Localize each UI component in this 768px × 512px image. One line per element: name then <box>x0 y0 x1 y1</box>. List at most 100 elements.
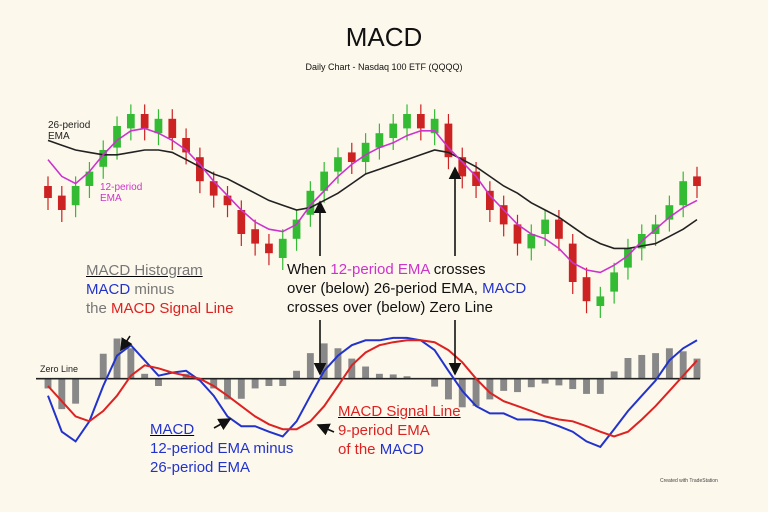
histogram-bar <box>279 378 287 386</box>
candle-body <box>265 243 273 254</box>
histogram-bar <box>431 378 439 387</box>
candle-body <box>44 186 52 198</box>
annotation-line: When 12-period EMA crosses <box>287 260 526 279</box>
annotation-text: minus <box>130 281 175 298</box>
annotation-text: 26-period EMA <box>150 459 251 476</box>
arrow <box>316 423 335 436</box>
histogram-bar <box>541 378 549 384</box>
histogram-bar <box>389 374 397 379</box>
candle-body <box>99 150 108 167</box>
candle-body <box>223 195 232 206</box>
candle-body <box>430 118 439 134</box>
annotation-line: MACD Signal Line <box>338 402 461 421</box>
candle-body <box>347 152 356 162</box>
annotation: MACD 12-period EMA minus 26-period EMA <box>150 420 293 477</box>
histogram-bar <box>375 373 383 379</box>
histogram-bar <box>155 378 162 386</box>
candle-body <box>541 219 549 234</box>
histogram-bar <box>334 348 342 379</box>
candle-body <box>403 114 411 129</box>
histogram-bar <box>265 378 273 386</box>
annotation-text: the <box>86 300 112 317</box>
candle-body <box>57 195 66 210</box>
annotation: When 12-period EMA crosses over (below) 2… <box>287 260 526 317</box>
histogram-bar <box>210 378 218 389</box>
annotation-text: crosses <box>429 261 486 278</box>
candle-body <box>278 238 287 258</box>
candle-body <box>596 296 605 306</box>
histogram-bar <box>569 378 577 390</box>
candle-body <box>334 157 342 172</box>
histogram-bar <box>624 358 632 379</box>
histogram-bar <box>348 358 356 379</box>
candle-body <box>444 123 453 158</box>
histogram-bar <box>362 366 370 379</box>
annotation-line: 9-period EMA <box>338 421 461 440</box>
ema-line <box>47 127 698 274</box>
candle-body <box>416 114 425 129</box>
arrow <box>213 418 232 431</box>
annotation-text: MACD <box>379 441 424 458</box>
annotation-text: MACD <box>86 281 131 298</box>
chart-title: MACD <box>345 22 423 52</box>
annotation-text: 12-period EMA <box>330 261 430 278</box>
annotation-text: 9-period EMA <box>338 422 430 439</box>
annotation-text: MACD Signal Line <box>338 403 461 420</box>
candle-body <box>693 176 701 186</box>
histogram-bar <box>444 378 452 400</box>
candle-body <box>486 190 494 210</box>
histogram-bar <box>224 378 231 400</box>
candle-body <box>555 219 563 239</box>
annotation: MACD Signal Line 9-period EMA of the MACD <box>338 402 461 459</box>
histogram-bar <box>44 378 52 389</box>
candle-body <box>582 277 591 302</box>
chart-subtitle: Daily Chart - Nasdaq 100 ETF (QQQQ) <box>305 62 463 72</box>
histogram-bar <box>555 378 563 386</box>
candle-body <box>168 118 177 138</box>
histogram-bar <box>141 373 149 379</box>
annotation-line: 12-period EMA minus <box>150 439 293 458</box>
histogram-bar <box>665 348 673 379</box>
histogram-bar <box>679 351 687 379</box>
candle-body <box>513 224 522 244</box>
candle-body <box>472 171 480 186</box>
histogram-bar <box>58 378 66 410</box>
histogram-bar <box>486 378 494 400</box>
histogram-bar <box>127 348 135 379</box>
histogram-bar <box>527 378 535 388</box>
histogram-bar <box>458 378 466 408</box>
series-label: 12-period EMA <box>100 182 143 204</box>
annotation-text: MACD Signal Line <box>111 300 234 317</box>
candle-body <box>624 248 632 268</box>
annotation: MACD Histogram MACD minus the MACD Signal … <box>86 261 234 318</box>
histogram-bar <box>72 378 80 404</box>
candle-body <box>375 133 384 148</box>
candle-body <box>361 142 370 162</box>
annotation-line: over (below) 26-period EMA, MACD <box>287 279 526 298</box>
annotation-line: the MACD Signal Line <box>86 299 234 318</box>
zero-line-label: Zero Line <box>40 364 79 374</box>
candle-body <box>306 190 315 215</box>
histogram-bar <box>596 378 604 394</box>
candle-body <box>389 123 398 138</box>
candle-body <box>126 114 135 129</box>
candle-body <box>610 272 619 292</box>
annotation-line: 26-period EMA <box>150 458 293 477</box>
candle-body <box>458 157 467 177</box>
arrow <box>120 335 133 352</box>
candle-body <box>665 205 674 220</box>
candle-body <box>320 171 329 191</box>
histogram-bar <box>514 378 521 393</box>
annotation-text: over (below) 26-period EMA, <box>287 280 483 297</box>
histogram-bar <box>472 378 480 407</box>
annotation-text: MACD <box>482 280 527 297</box>
candle-body <box>679 181 688 206</box>
histogram-bar <box>652 353 660 379</box>
candle-body <box>237 210 246 234</box>
candle-body <box>292 219 301 239</box>
histogram-bar <box>583 378 590 394</box>
candle-body <box>85 171 94 186</box>
footer: Created with TradeStation <box>660 478 718 484</box>
ema-line <box>47 139 698 250</box>
